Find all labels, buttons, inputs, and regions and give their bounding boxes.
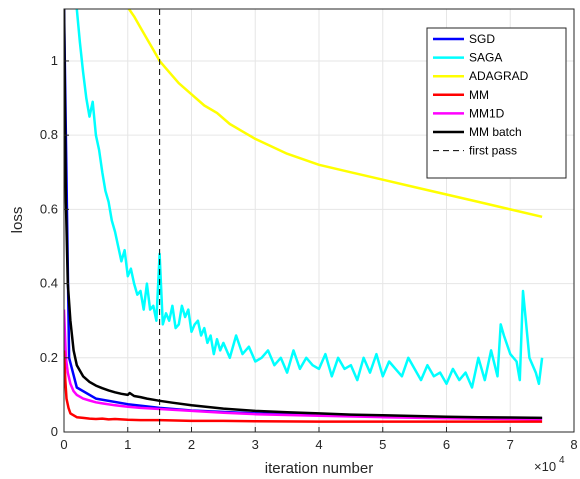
x-tick-label: 3 — [252, 437, 259, 452]
series-line-adagrad — [127, 9, 543, 219]
x-axis-exponent: 4 — [559, 455, 565, 466]
y-tick-label: 0.8 — [40, 127, 58, 142]
series-line-mm-batch — [64, 9, 543, 420]
x-tick-label: 5 — [379, 437, 386, 452]
y-tick-label: 1 — [51, 53, 58, 68]
y-tick-label: 0 — [51, 424, 58, 439]
x-axis-label: iteration number — [265, 460, 373, 477]
x-tick-label: 0 — [60, 437, 67, 452]
x-tick-label: 1 — [124, 437, 131, 452]
legend-label: SAGA — [469, 51, 502, 65]
y-axis-label: loss — [9, 207, 26, 234]
legend-label: SGD — [469, 32, 495, 46]
series-line-mm1d — [64, 309, 543, 421]
series-line-mm — [64, 350, 543, 423]
x-tick-label: 7 — [507, 437, 514, 452]
legend-label: first pass — [469, 144, 517, 158]
x-tick-label: 4 — [315, 437, 322, 452]
ticks: 0 1 2 3 4 5 6 7 8 0 0.2 0.4 0.6 0.8 1 — [40, 53, 578, 452]
x-axis-multiplier: ×10 — [534, 459, 556, 474]
y-tick-label: 0.6 — [40, 201, 58, 216]
legend-box — [426, 27, 567, 179]
legend-label: MM — [469, 88, 489, 102]
series-line-saga — [75, 9, 544, 389]
y-tick-label: 0.2 — [40, 350, 58, 365]
x-tick-label: 6 — [443, 437, 450, 452]
x-tick-label: 2 — [188, 437, 195, 452]
legend: SGD SAGA ADAGRAD MM MM1D MM batch first pass — [426, 27, 567, 179]
legend-label: MM1D — [469, 106, 505, 120]
legend-label: ADAGRAD — [469, 69, 529, 83]
legend-label: MM batch — [469, 125, 522, 139]
series-layer — [64, 9, 544, 432]
x-tick-label: 8 — [570, 437, 577, 452]
y-tick-label: 0.4 — [40, 276, 58, 291]
